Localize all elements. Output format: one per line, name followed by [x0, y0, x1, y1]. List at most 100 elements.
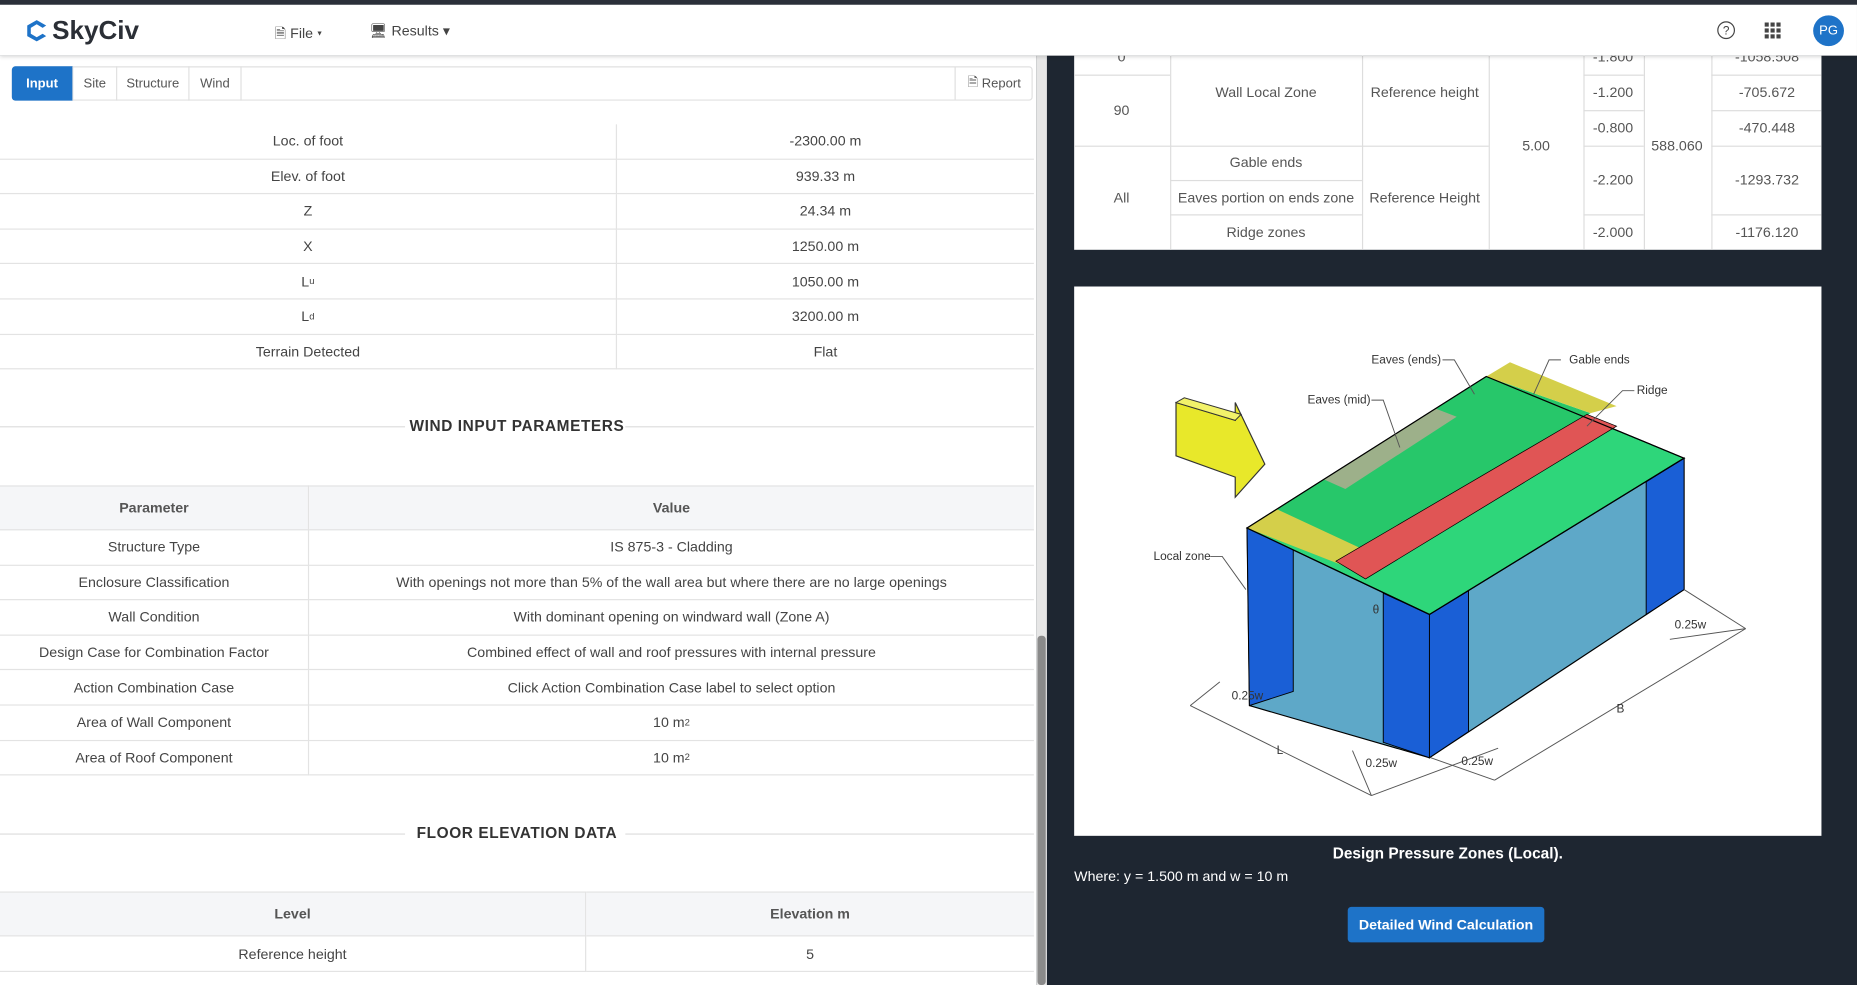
- menu-label: Results: [391, 22, 439, 40]
- report-button[interactable]: 🗎 Report: [954, 67, 1033, 100]
- divider: [0, 833, 406, 835]
- table-cell: Ridge zones: [1226, 223, 1306, 241]
- table-border: [1074, 145, 1171, 147]
- table-cell: Enclosure Classification: [0, 565, 310, 601]
- table-border: [1361, 55, 1364, 250]
- table-cell: -2.200: [1592, 171, 1634, 189]
- table-cell: -1293.732: [1734, 171, 1799, 189]
- table-border: [1361, 145, 1489, 147]
- logo-text: SkyCiv: [52, 15, 140, 45]
- section-heading: WIND INPUT PARAMETERS: [409, 416, 625, 435]
- diagram-label: L: [1277, 743, 1284, 757]
- table-cell: 939.33 m: [617, 159, 1034, 195]
- cell-text: 10 m: [653, 749, 685, 766]
- table-cell: With openings not more than 5% of the wa…: [309, 565, 1034, 601]
- table-cell: Area of Wall Component: [0, 705, 310, 741]
- column-header: Elevation m: [586, 891, 1034, 937]
- diagram-label: θ: [1373, 602, 1380, 616]
- diagram-label: Local zone: [1154, 549, 1212, 563]
- diagram-label: B: [1617, 702, 1625, 716]
- table-border: [1170, 214, 1362, 216]
- table-cell: Wall Condition: [0, 600, 310, 636]
- scrollbar: [1036, 55, 1047, 985]
- divider: [625, 426, 1034, 428]
- diagram-label: Gable ends: [1569, 352, 1630, 366]
- table-border: [1170, 145, 1362, 147]
- table-cell: Reference height: [1370, 84, 1479, 101]
- scrollbar-thumb[interactable]: [1037, 635, 1046, 985]
- table-cell: -470.448: [1738, 119, 1796, 137]
- cell-sub: u: [309, 276, 315, 287]
- table-cell: 24.34 m: [617, 194, 1034, 230]
- zone-diagram: Eaves (ends) Gable ends Ridge Eaves (mid…: [1154, 352, 1746, 797]
- section-heading: FLOOR ELEVATION DATA: [416, 823, 618, 842]
- divider: [0, 426, 406, 428]
- table-cell: Z: [0, 194, 618, 230]
- avatar[interactable]: PG: [1813, 15, 1844, 47]
- table-cell: Terrain Detected: [0, 334, 618, 370]
- tab[interactable]: Wind: [189, 66, 242, 101]
- cell-text: L: [301, 273, 310, 290]
- table-border: [1711, 214, 1822, 216]
- table-cell: Elev. of foot: [0, 159, 618, 195]
- table-border: [1711, 55, 1713, 250]
- tab[interactable]: Structure: [117, 66, 190, 101]
- logo-icon: [27, 20, 47, 42]
- table-cell: -705.672: [1738, 84, 1796, 101]
- table-cell: Reference Height: [1369, 189, 1481, 206]
- apps-button[interactable]: [1764, 22, 1782, 39]
- table-cell: Flat: [617, 335, 1034, 370]
- detailed-calc-button[interactable]: Detailed Wind Calculation: [1347, 906, 1545, 943]
- cell-sub: d: [309, 311, 315, 322]
- table-cell: With dominant opening on windward wall (…: [309, 600, 1034, 636]
- table-cell: 1250.00 m: [617, 229, 1034, 265]
- table-border: [1170, 55, 1172, 250]
- top-strip: [0, 0, 1857, 5]
- table-border: [1711, 74, 1822, 76]
- diagram-box: Eaves (ends) Gable ends Ridge Eaves (mid…: [1074, 286, 1822, 836]
- table-cell: Reference height: [0, 936, 587, 972]
- cell-text: 10 m: [653, 714, 685, 731]
- pressure-table: [1074, 55, 1822, 250]
- results-menu[interactable]: 🖥 Results ▾: [369, 22, 450, 40]
- table-border: [1170, 179, 1362, 182]
- help-button[interactable]: ?: [1717, 21, 1735, 40]
- tab[interactable]: Input: [11, 66, 74, 101]
- table-border: [1643, 55, 1645, 250]
- file-menu[interactable]: 🗎 File ▾: [274, 24, 323, 42]
- table-cell: Eaves portion on ends zone: [1177, 189, 1355, 206]
- table-cell: X: [0, 229, 618, 265]
- table-cell: 0: [1117, 48, 1126, 66]
- diagram-label: 0.25w: [1232, 689, 1264, 703]
- table-border: [1583, 55, 1585, 250]
- table-border: [1583, 214, 1644, 216]
- column-header: Value: [309, 485, 1034, 531]
- diagram-label: 0.25w: [1365, 756, 1397, 770]
- tab[interactable]: Site: [73, 66, 118, 101]
- table-cell: Loc. of foot: [0, 124, 618, 160]
- tab-bar: [11, 66, 1033, 101]
- table-cell: -1.200: [1592, 84, 1634, 101]
- table-cell: -2300.00 m: [617, 124, 1034, 160]
- table-border: [1711, 110, 1822, 112]
- cell-sup: 2: [684, 717, 690, 728]
- table-cell: Wall Local Zone: [1215, 84, 1317, 101]
- table-cell: All: [1113, 189, 1130, 206]
- table-cell: Area of Roof Component: [0, 740, 310, 776]
- table-cell: -1176.120: [1735, 223, 1799, 241]
- diagram-note: Where: y = 1.500 m and w = 10 m: [1074, 867, 1289, 885]
- table-border: [1488, 55, 1490, 250]
- table-cell: 90: [1113, 101, 1130, 119]
- diagram-label: 0.25w: [1675, 618, 1707, 632]
- table-border: [1711, 145, 1822, 147]
- header: SkyCiv 🗎 File ▾ 🖥 Results ▾ ? PG: [0, 4, 1857, 56]
- table-border: [1074, 74, 1171, 76]
- table-cell: 1050.00 m: [617, 264, 1034, 300]
- diagram-label: Eaves (ends): [1371, 352, 1441, 366]
- diagram-label: 0.25w: [1461, 754, 1493, 768]
- cell-text: L: [301, 308, 310, 325]
- table-border: [1583, 145, 1644, 147]
